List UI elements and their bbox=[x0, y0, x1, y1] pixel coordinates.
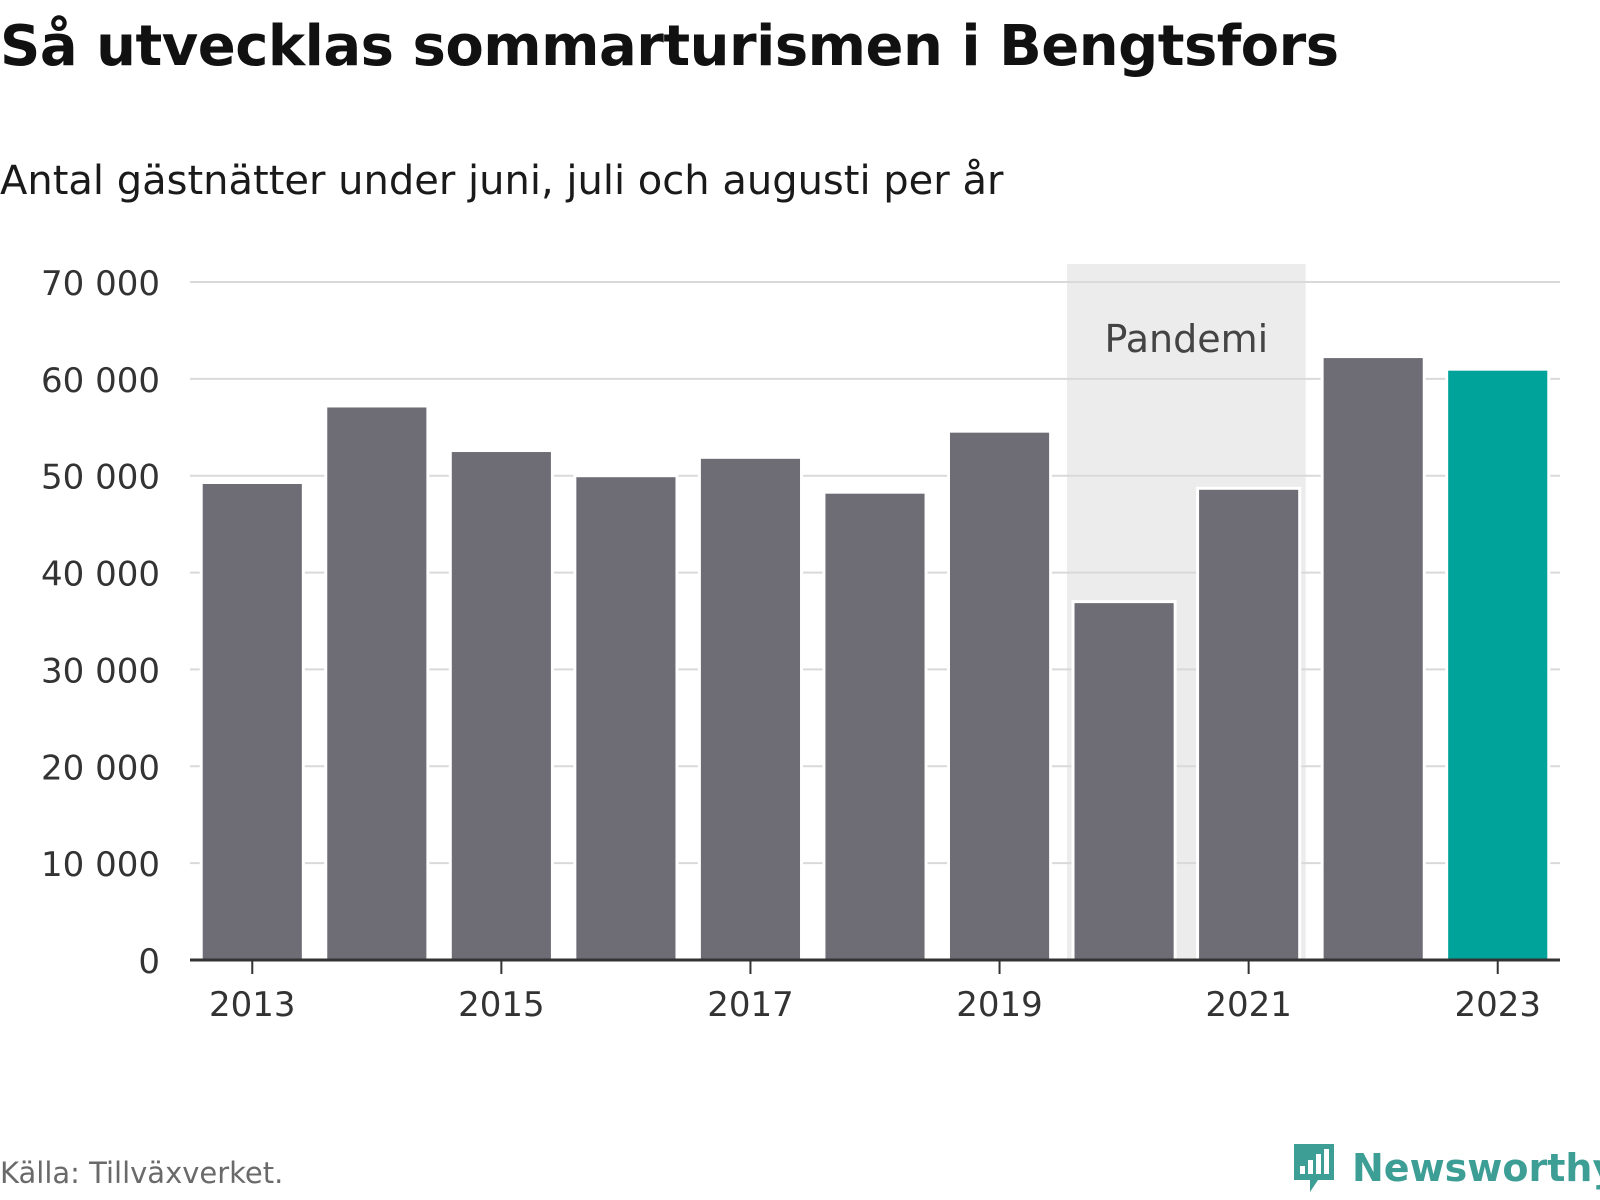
y-tick-label: 50 000 bbox=[41, 458, 160, 498]
bar-chart: Pandemi 0 10 000 20 000 30 000 40 000 50 000 60… bbox=[41, 264, 1560, 1025]
y-tick-label: 70 000 bbox=[41, 264, 160, 304]
chart-title: Så utvecklas sommarturismen i Bengtsfors bbox=[0, 14, 1339, 79]
x-tick-label: 2023 bbox=[1454, 985, 1541, 1025]
bar-2019 bbox=[946, 429, 1053, 962]
bar-2014 bbox=[324, 404, 430, 962]
x-tick-label: 2019 bbox=[956, 985, 1043, 1025]
bar-2023 bbox=[1445, 367, 1551, 962]
source-note: Källa: Tillväxverket. bbox=[0, 1156, 284, 1190]
y-tick-label: 0 bbox=[138, 942, 160, 982]
bar-2013 bbox=[199, 480, 305, 962]
x-tick-label: 2015 bbox=[458, 985, 545, 1025]
bar-2021 bbox=[1196, 486, 1302, 962]
logo-text: Newsworthy bbox=[1352, 1146, 1600, 1190]
y-tick-label: 30 000 bbox=[41, 651, 160, 691]
y-tick-label: 40 000 bbox=[41, 555, 160, 595]
x-tick-label: 2017 bbox=[707, 985, 794, 1025]
y-tick-label: 10 000 bbox=[41, 845, 160, 885]
y-tick-label: 60 000 bbox=[41, 361, 160, 401]
bar-2018 bbox=[822, 490, 928, 962]
bar-2017 bbox=[697, 455, 804, 962]
y-tick-label: 20 000 bbox=[41, 748, 160, 788]
x-tick-label: 2013 bbox=[209, 985, 296, 1025]
bar-2016 bbox=[573, 474, 679, 962]
pandemic-label: Pandemi bbox=[1105, 317, 1269, 361]
bar-2020 bbox=[1071, 600, 1177, 962]
chart-subtitle: Antal gästnätter under juni, juli och au… bbox=[0, 158, 1004, 204]
bar-2022 bbox=[1320, 355, 1426, 962]
x-tick-label: 2021 bbox=[1205, 985, 1292, 1025]
newsworthy-chart-bubble-icon bbox=[1294, 1144, 1334, 1192]
bar-2015 bbox=[448, 449, 554, 962]
newsworthy-logo: Newsworthy bbox=[1290, 1140, 1600, 1196]
